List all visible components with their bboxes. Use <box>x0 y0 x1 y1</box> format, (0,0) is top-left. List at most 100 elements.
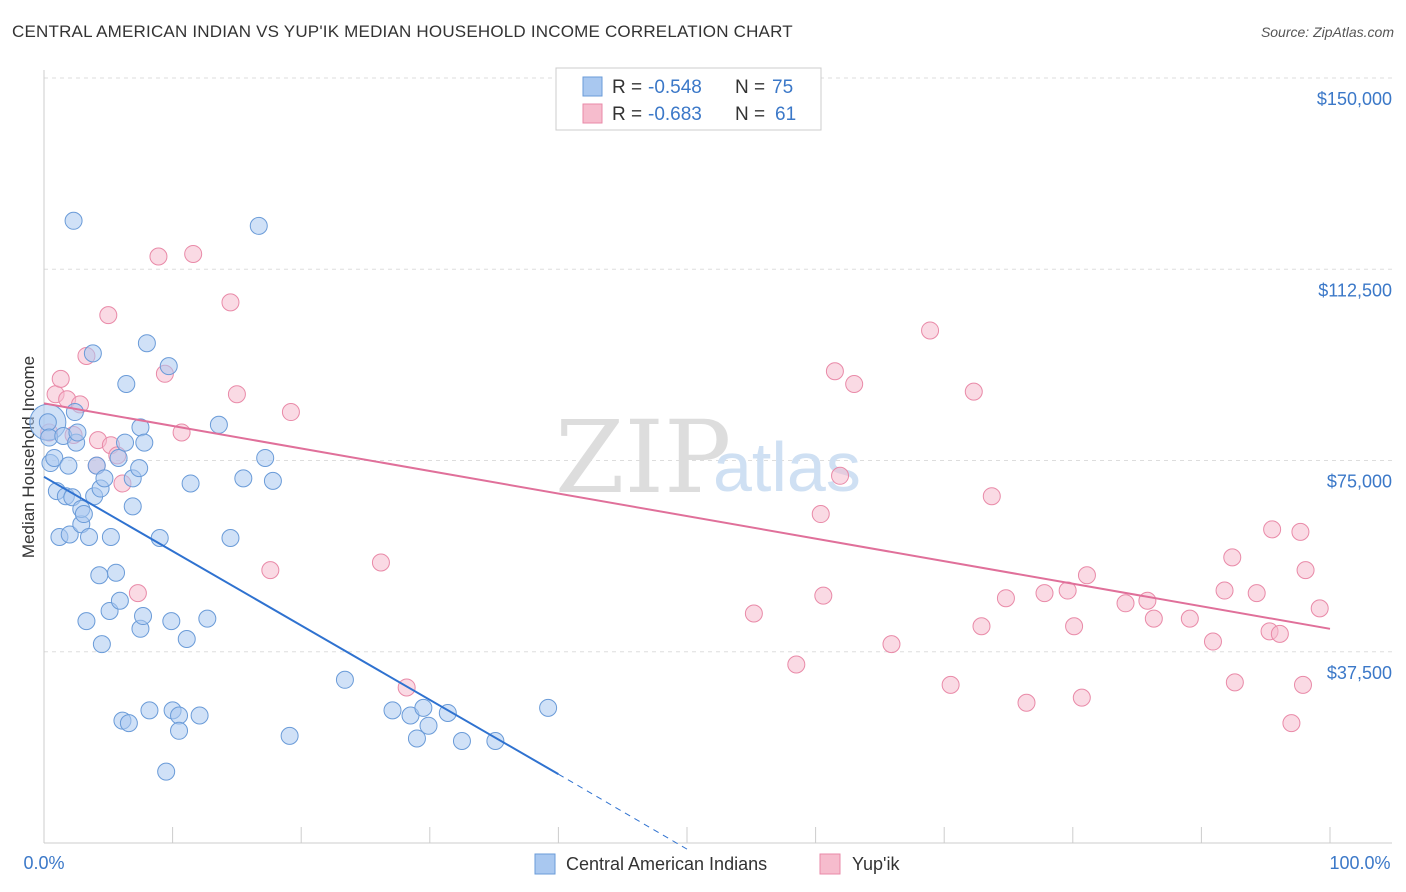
data-point-yupik <box>972 617 991 636</box>
data-point-central-american <box>170 721 189 740</box>
data-point-central-american <box>280 726 299 745</box>
stats-legend-n-value-blue: 75 <box>772 77 793 98</box>
data-point-central-american <box>221 529 240 548</box>
trend-line-central-american-extension <box>558 773 688 850</box>
stats-legend-swatch-pink <box>582 103 603 124</box>
gridlines <box>44 77 1392 653</box>
data-point-central-american <box>170 706 189 725</box>
y-tick-label: $75,000 <box>1327 472 1392 492</box>
data-point-central-american <box>64 211 83 230</box>
data-point-yupik <box>814 586 833 605</box>
data-point-central-american <box>181 474 200 493</box>
data-point-yupik <box>371 553 390 572</box>
data-point-central-american <box>190 706 209 725</box>
series-legend: Central American Indians Yup'ik <box>534 853 900 875</box>
stats-legend-r-value-pink: -0.683 <box>648 104 702 125</box>
data-point-central-american <box>117 375 136 393</box>
data-point-central-american <box>38 413 57 432</box>
stats-legend-r-label-blue: R = <box>612 77 642 98</box>
data-point-yupik <box>261 561 280 580</box>
data-point-central-american <box>140 701 159 720</box>
data-point-central-american <box>59 456 78 475</box>
data-point-yupik <box>1215 581 1234 600</box>
data-point-yupik <box>99 306 118 325</box>
data-point-central-american <box>414 698 433 717</box>
data-point-central-american <box>123 497 142 516</box>
watermark-zip: ZIP <box>555 399 731 516</box>
data-point-yupik <box>1270 624 1289 643</box>
series-blue-points <box>29 211 558 781</box>
x-tick-label-max: 100.0% <box>1329 853 1390 873</box>
trend-lines <box>43 402 1331 850</box>
data-point-yupik <box>184 244 203 263</box>
data-point-yupik <box>1035 584 1054 603</box>
stats-legend: R = -0.548 N = 75 R = -0.683 N = 61 <box>555 67 822 131</box>
data-point-yupik <box>882 635 901 654</box>
data-point-central-american <box>539 698 558 717</box>
data-point-central-american <box>68 423 87 442</box>
data-point-central-american <box>83 344 102 363</box>
data-point-yupik <box>996 589 1015 608</box>
data-point-central-american <box>77 612 96 631</box>
data-point-yupik <box>1310 599 1329 618</box>
data-point-central-american <box>486 732 505 750</box>
data-point-yupik <box>1180 609 1199 628</box>
stats-legend-r-label-pink: R = <box>612 104 642 125</box>
stats-legend-n-label-blue: N = <box>735 77 765 98</box>
data-point-central-american <box>198 609 217 628</box>
data-point-central-american <box>452 732 471 750</box>
data-point-central-american <box>119 714 138 733</box>
chart-source: Source: ZipAtlas.com <box>1260 24 1394 40</box>
data-point-yupik <box>831 466 850 485</box>
data-point-yupik <box>921 321 940 340</box>
data-point-central-american <box>263 471 282 490</box>
data-point-central-american <box>110 591 129 610</box>
trend-line-yupik <box>43 402 1331 630</box>
series-legend-label-pink: Yup'ik <box>852 854 900 874</box>
data-point-yupik <box>1144 609 1163 628</box>
chart-title: CENTRAL AMERICAN INDIAN VS YUP'IK MEDIAN… <box>12 22 793 41</box>
data-point-central-american <box>137 334 156 353</box>
data-point-yupik <box>941 675 960 694</box>
data-point-central-american <box>74 505 93 524</box>
data-point-central-american <box>60 525 79 544</box>
data-point-central-american <box>95 469 114 488</box>
data-point-central-american <box>407 729 426 748</box>
data-point-yupik <box>1247 584 1266 603</box>
stats-legend-swatch-blue <box>582 76 603 97</box>
data-point-central-american <box>177 630 196 648</box>
data-point-yupik <box>1017 693 1036 712</box>
stats-legend-n-value-pink: 61 <box>775 104 796 125</box>
series-legend-label-blue: Central American Indians <box>566 854 767 874</box>
data-point-central-american <box>80 528 99 546</box>
data-point-yupik <box>1225 673 1244 692</box>
data-point-central-american <box>92 635 111 654</box>
data-point-central-american <box>116 433 135 452</box>
data-point-yupik <box>1282 714 1301 733</box>
y-tick-labels: $37,500 $75,000 $112,500 $150,000 <box>1317 89 1392 683</box>
y-axis-title: Median Household Income <box>19 356 38 558</box>
data-point-central-american <box>109 448 128 467</box>
data-point-yupik <box>128 584 147 603</box>
data-point-central-american <box>162 612 181 631</box>
data-point-central-american <box>209 415 228 434</box>
data-point-central-american <box>135 433 154 452</box>
data-point-central-american <box>335 670 354 689</box>
data-point-central-american <box>107 563 126 582</box>
watermark-atlas: atlas <box>713 428 861 506</box>
data-point-yupik <box>1203 632 1222 651</box>
data-point-central-american <box>383 701 402 720</box>
x-tick-label-min: 0.0% <box>23 853 64 873</box>
data-point-central-american <box>65 403 84 422</box>
data-point-yupik <box>1293 675 1312 694</box>
data-point-yupik <box>845 375 864 393</box>
data-point-yupik <box>1296 561 1315 580</box>
x-axis-ticks <box>43 827 1331 843</box>
data-point-yupik <box>1065 617 1084 636</box>
data-point-yupik <box>221 293 240 312</box>
watermark: ZIP atlas <box>555 399 861 516</box>
data-point-yupik <box>1263 520 1282 539</box>
data-point-central-american <box>256 448 275 467</box>
data-point-yupik <box>281 403 300 422</box>
